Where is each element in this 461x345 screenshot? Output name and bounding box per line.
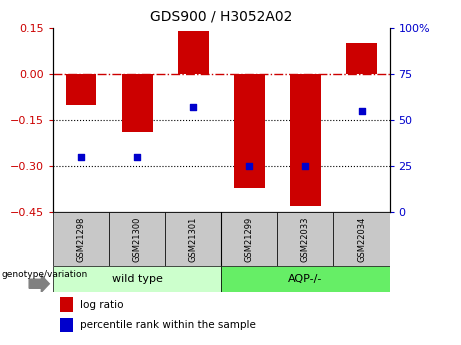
FancyBboxPatch shape [221,266,390,292]
Bar [178,31,209,74]
Text: GSM22034: GSM22034 [357,216,366,262]
FancyBboxPatch shape [165,212,221,266]
FancyBboxPatch shape [333,212,390,266]
Point [301,163,309,169]
FancyBboxPatch shape [278,212,333,266]
Bar [65,74,96,105]
Bar [346,43,377,74]
Point [77,154,85,159]
Bar [290,74,321,206]
Text: GSM21299: GSM21299 [245,216,254,262]
Text: log ratio: log ratio [80,300,124,310]
Text: GSM22033: GSM22033 [301,216,310,262]
FancyBboxPatch shape [53,266,221,292]
Text: GSM21298: GSM21298 [77,216,86,262]
Bar [122,74,153,132]
Point [134,154,141,159]
Point [358,108,365,114]
Bar [60,297,73,312]
Text: AQP-/-: AQP-/- [288,274,323,284]
Text: wild type: wild type [112,274,163,284]
Point [189,104,197,110]
FancyBboxPatch shape [221,212,278,266]
Title: GDS900 / H3052A02: GDS900 / H3052A02 [150,10,292,24]
FancyBboxPatch shape [53,212,109,266]
Bar [234,74,265,188]
Text: GSM21301: GSM21301 [189,216,198,262]
Point [246,163,253,169]
FancyBboxPatch shape [109,212,165,266]
Text: percentile rank within the sample: percentile rank within the sample [80,320,256,330]
FancyArrow shape [29,275,49,292]
Text: GSM21300: GSM21300 [133,216,142,262]
Bar [60,317,73,332]
Text: genotype/variation: genotype/variation [1,270,87,279]
